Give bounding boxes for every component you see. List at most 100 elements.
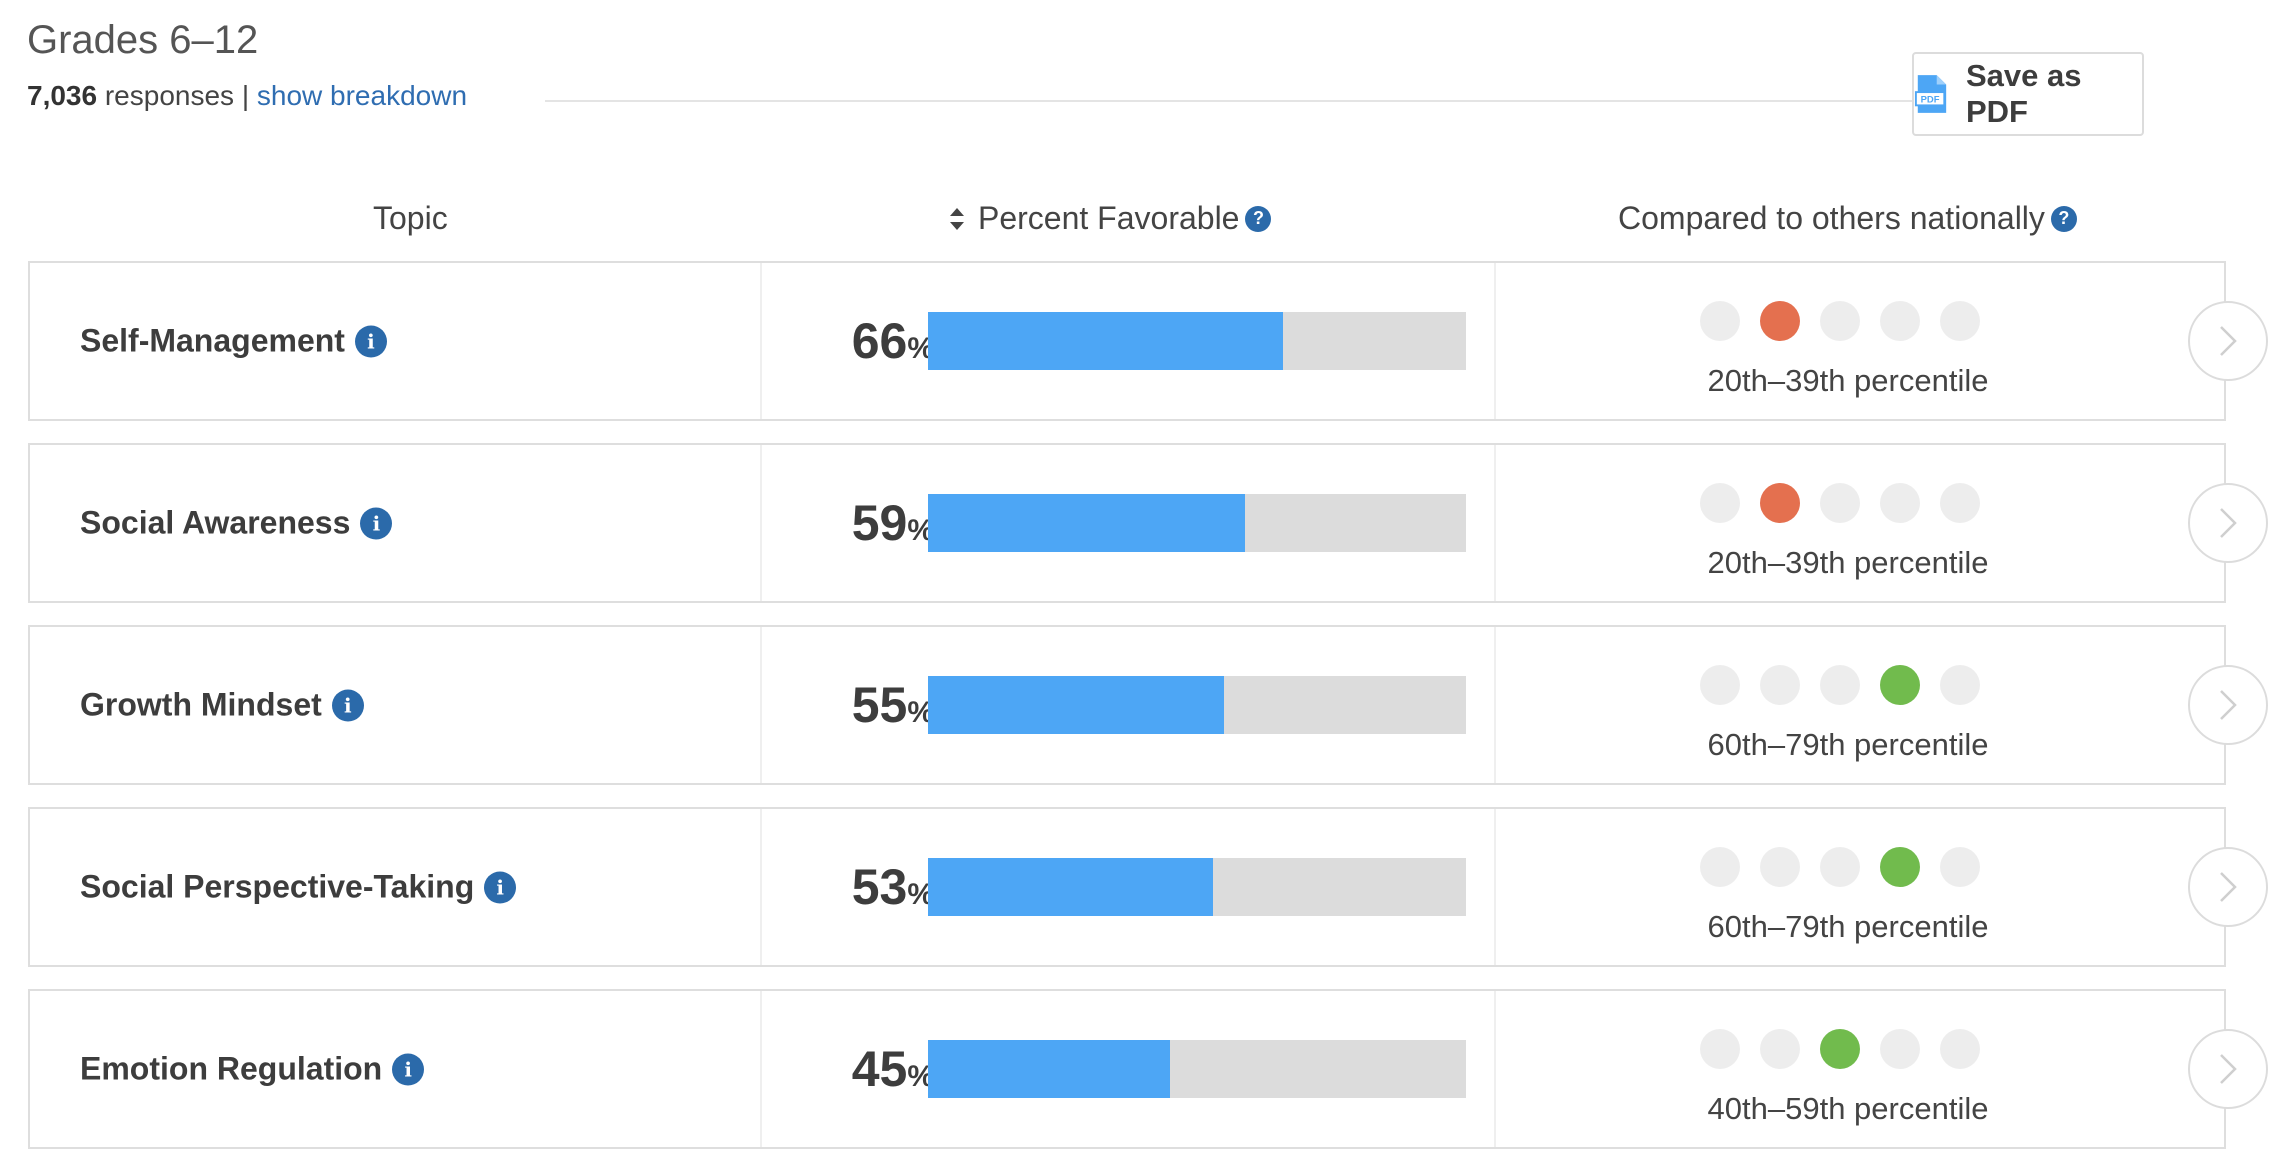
- percentile-dot: [1880, 483, 1920, 523]
- column-divider: [1494, 445, 1496, 601]
- column-header-compared: Compared to others nationally ?: [1618, 200, 2077, 237]
- percentile-dot: [1820, 847, 1860, 887]
- topic-label: Emotion Regulation: [80, 1050, 383, 1087]
- column-header-percent-favorable[interactable]: Percent Favorable ?: [948, 200, 1272, 237]
- percentile-dot: [1760, 1029, 1800, 1069]
- topic-name: Emotion Regulation i: [80, 1050, 425, 1088]
- percentile-dot: [1940, 1029, 1980, 1069]
- percent-bar-track: [928, 676, 1466, 734]
- help-icon[interactable]: ?: [2050, 205, 2077, 232]
- column-divider: [1494, 809, 1496, 965]
- percentile-dot: [1760, 665, 1800, 705]
- topic-label: Social Awareness: [80, 504, 351, 541]
- percentile-dot: [1820, 483, 1860, 523]
- percentile-label: 20th–39th percentile: [1707, 545, 1989, 580]
- percentile-dot: [1880, 665, 1920, 705]
- info-icon[interactable]: i: [484, 871, 517, 903]
- percent-number: 59: [851, 495, 908, 551]
- percent-bar-fill: [928, 312, 1284, 370]
- column-divider: [1494, 991, 1496, 1147]
- percentile-dots: [1700, 301, 1980, 341]
- percentile-dot: [1760, 301, 1800, 341]
- percentile-dot: [1940, 847, 1980, 887]
- topic-name: Self-Management i: [80, 323, 387, 360]
- percentile-dot: [1940, 665, 1980, 705]
- show-breakdown-link[interactable]: show breakdown: [256, 80, 468, 111]
- topic-row[interactable]: Social Perspective-Taking i 53% 60th–79th p…: [28, 807, 2268, 967]
- separator: |: [241, 80, 250, 111]
- column-divider: [1494, 627, 1496, 783]
- percentile-dot: [1700, 665, 1740, 705]
- percentile-dot: [1880, 301, 1920, 341]
- percentile-dot: [1700, 483, 1740, 523]
- row-detail-button[interactable]: [2188, 665, 2268, 745]
- chevron-right-icon: [2220, 326, 2237, 356]
- row-detail-button[interactable]: [2188, 483, 2268, 563]
- info-icon[interactable]: i: [331, 689, 364, 721]
- percent-bar-track: [928, 494, 1466, 552]
- chevron-right-icon: [2220, 1054, 2237, 1084]
- percentile-dot: [1700, 847, 1740, 887]
- chevron-right-icon: [2220, 508, 2237, 538]
- topic-row[interactable]: Emotion Regulation i 45% 40th–59th percenti…: [28, 989, 2268, 1149]
- responses-label: responses: [104, 80, 235, 111]
- percent-value: 66%: [852, 312, 934, 370]
- percentile-label: 60th–79th percentile: [1707, 727, 1989, 762]
- topic-name: Social Perspective-Taking i: [80, 868, 517, 906]
- percent-bar-fill: [928, 676, 1224, 734]
- topic-row[interactable]: Self-Management i 66% 20th–39th percentile: [28, 261, 2268, 421]
- column-divider: [760, 991, 762, 1147]
- percent-number: 53: [851, 859, 908, 915]
- percentile-dot: [1940, 301, 1980, 341]
- percentile-dots: [1700, 847, 1980, 887]
- percentile-dots: [1700, 483, 1980, 523]
- info-icon[interactable]: i: [354, 325, 387, 357]
- help-icon[interactable]: ?: [1245, 205, 1272, 232]
- info-icon[interactable]: i: [392, 1053, 425, 1085]
- row-detail-button[interactable]: [2188, 847, 2268, 927]
- percentile-dot: [1760, 483, 1800, 523]
- column-header-topic: Topic: [373, 200, 448, 237]
- percent-bar-track: [928, 312, 1466, 370]
- column-header-compared-label: Compared to others nationally: [1618, 200, 2045, 236]
- percentile-dot: [1820, 301, 1860, 341]
- column-divider: [760, 627, 762, 783]
- info-icon[interactable]: i: [360, 507, 393, 539]
- save-as-pdf-button[interactable]: PDF Save as PDF: [1912, 52, 2144, 136]
- percentile-label: 60th–79th percentile: [1707, 909, 1989, 944]
- percent-bar-track: [928, 858, 1466, 916]
- percent-bar-track: [928, 1040, 1466, 1098]
- topic-label: Growth Mindset: [80, 686, 322, 723]
- column-divider: [760, 263, 762, 419]
- response-summary: 7,036 responses | show breakdown: [27, 80, 467, 112]
- topic-name: Growth Mindset i: [80, 687, 364, 724]
- sort-icon[interactable]: [948, 206, 966, 232]
- percent-value: 55%: [852, 676, 934, 734]
- header-divider: [545, 100, 1912, 102]
- topic-label: Social Perspective-Taking: [80, 868, 475, 905]
- topic-label: Self-Management: [80, 322, 345, 359]
- row-detail-button[interactable]: [2188, 301, 2268, 381]
- topic-row[interactable]: Growth Mindset i 55% 60th–79th percentile: [28, 625, 2268, 785]
- percent-value: 53%: [852, 858, 934, 916]
- percentile-dot: [1760, 847, 1800, 887]
- percent-number: 45: [851, 1041, 908, 1097]
- percentile-dots: [1700, 665, 1980, 705]
- chevron-right-icon: [2220, 872, 2237, 902]
- column-divider: [1494, 263, 1496, 419]
- percentile-dot: [1700, 1029, 1740, 1069]
- percentile-dot: [1880, 847, 1920, 887]
- row-detail-button[interactable]: [2188, 1029, 2268, 1109]
- column-header-topic-label: Topic: [373, 200, 448, 236]
- percent-bar-fill: [928, 858, 1214, 916]
- percent-bar-fill: [928, 494, 1246, 552]
- response-count: 7,036: [27, 80, 98, 111]
- percentile-dot: [1820, 1029, 1860, 1069]
- column-header-percent-favorable-label: Percent Favorable: [978, 200, 1240, 236]
- percent-bar-fill: [928, 1040, 1171, 1098]
- percentile-dot: [1820, 665, 1860, 705]
- percent-value: 59%: [852, 494, 934, 552]
- topic-row[interactable]: Social Awareness i 59% 20th–39th percentile: [28, 443, 2268, 603]
- chevron-right-icon: [2220, 690, 2237, 720]
- percent-value: 45%: [852, 1040, 934, 1098]
